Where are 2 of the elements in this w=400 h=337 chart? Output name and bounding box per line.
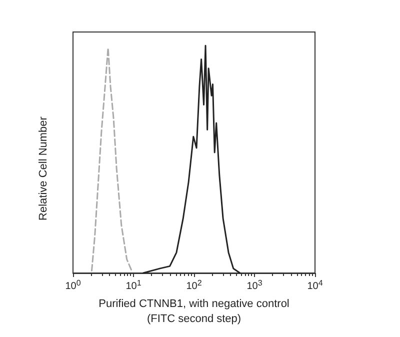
x-axis-title: Purified CTNNB1, with negative control (FITC second step) <box>98 298 290 325</box>
y-axis-title: Relative Cell Number <box>38 116 50 220</box>
